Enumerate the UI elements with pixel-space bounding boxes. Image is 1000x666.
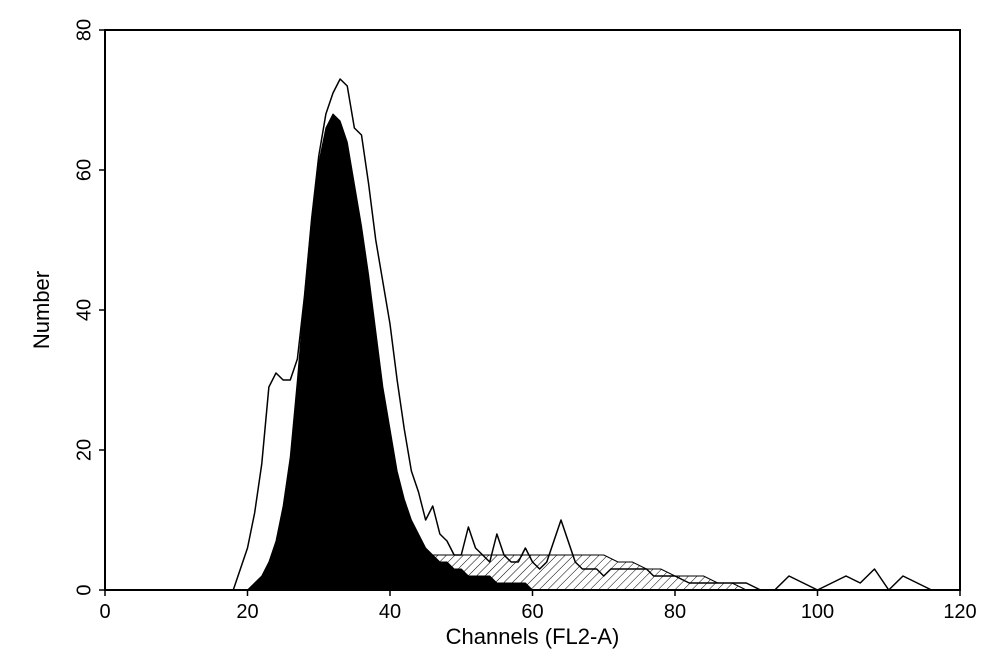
y-tick-label: 60	[73, 159, 95, 181]
y-tick-label: 0	[73, 584, 95, 595]
x-axis-label: Channels (FL2-A)	[446, 624, 620, 649]
x-tick-label: 40	[379, 601, 401, 623]
x-tick-label: 60	[521, 601, 543, 623]
y-tick-label: 80	[73, 19, 95, 41]
flow-cytometry-histogram: 0 20 40 60 80 100 120 0 20 40 60 80 Channels (FL2-A)…	[0, 0, 1000, 666]
y-axis-label: Number	[29, 271, 54, 349]
x-tick-label: 100	[801, 601, 834, 623]
y-tick-label: 40	[73, 299, 95, 321]
x-tick-label: 20	[236, 601, 258, 623]
x-tick-label: 0	[99, 601, 110, 623]
y-tick-label: 20	[73, 439, 95, 461]
x-tick-label: 80	[664, 601, 686, 623]
chart-canvas: 0 20 40 60 80 100 120 0 20 40 60 80 Channels (FL2-A)…	[0, 0, 1000, 666]
x-tick-label: 120	[943, 601, 976, 623]
